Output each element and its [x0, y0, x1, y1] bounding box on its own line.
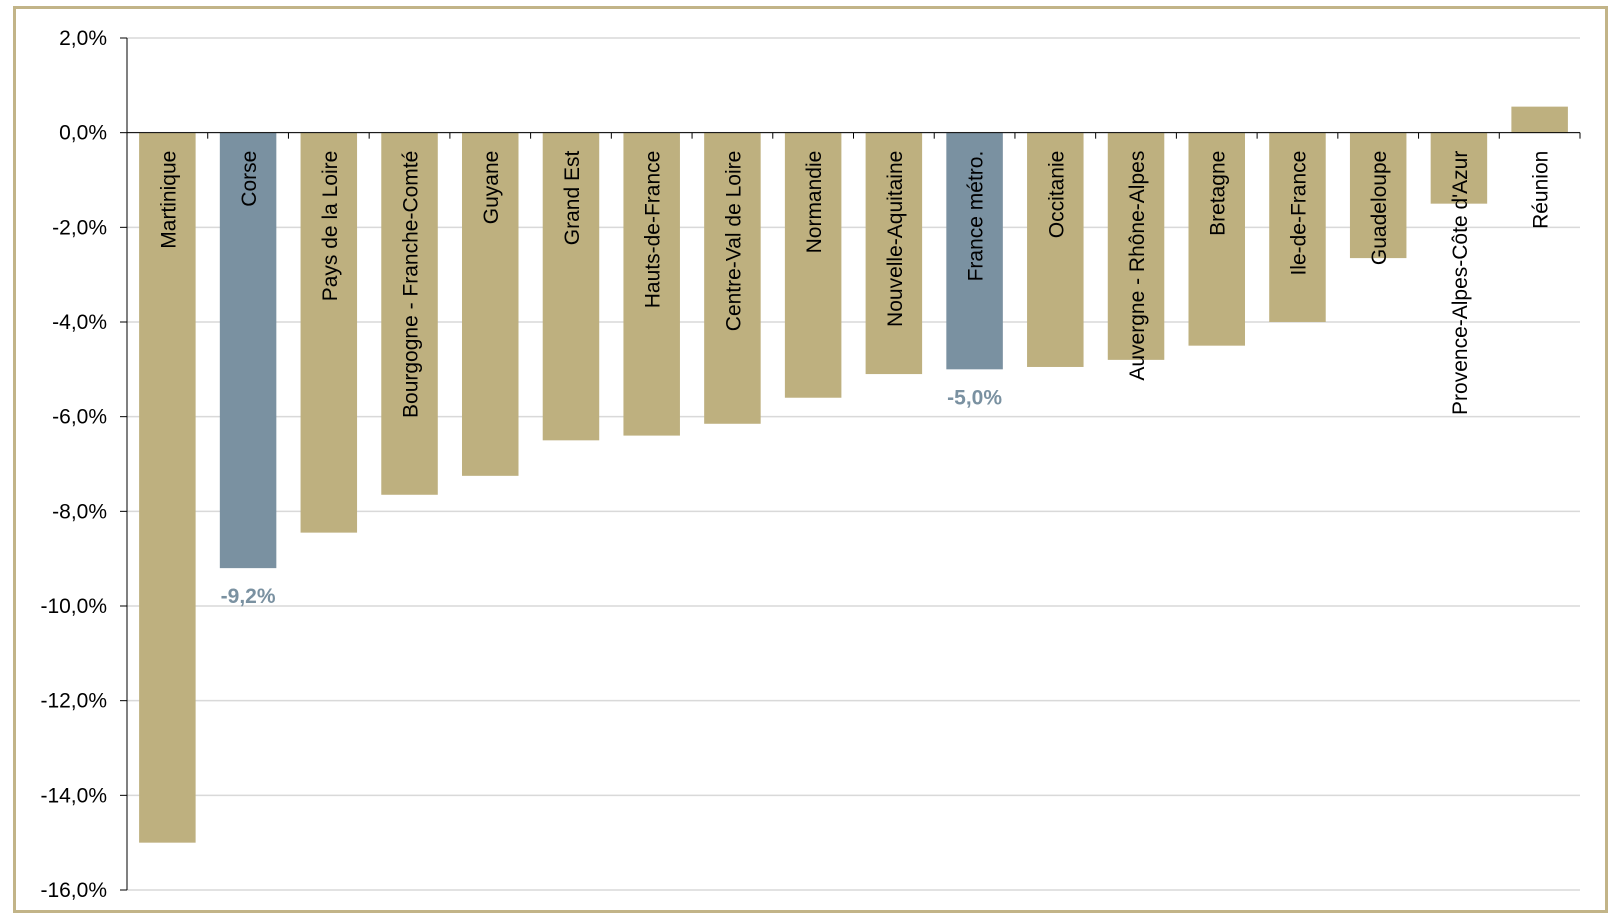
bar	[1511, 106, 1568, 133]
bar	[139, 132, 196, 843]
category-label: Grand Est	[561, 151, 584, 246]
y-tick-label: -16,0%	[40, 879, 107, 902]
category-label: Martinique	[157, 151, 180, 249]
category-label: France métro.	[965, 151, 988, 282]
category-label: Bretagne	[1207, 151, 1230, 236]
bar	[1349, 132, 1407, 259]
bar	[623, 132, 680, 436]
category-label: Hauts-de-France	[642, 151, 665, 309]
bar	[381, 132, 438, 495]
category-label: Normandie	[803, 151, 826, 254]
bar	[1269, 132, 1326, 322]
bar	[865, 132, 923, 375]
category-label: Guyane	[480, 151, 503, 225]
y-tick-label: -14,0%	[40, 784, 107, 807]
category-label: Corse	[238, 151, 261, 207]
y-tick-label: -8,0%	[52, 500, 107, 523]
category-label: Auvergne - Rhône-Alpes	[1126, 151, 1149, 381]
y-tick-label: 0,0%	[59, 122, 107, 145]
y-tick-label: -10,0%	[40, 595, 107, 618]
bar	[219, 132, 277, 569]
y-tick-label: -4,0%	[52, 311, 107, 334]
y-tick-label: -2,0%	[52, 216, 107, 239]
y-tick-label: 2,0%	[59, 27, 107, 50]
category-label: Pays de la Loire	[319, 151, 342, 302]
category-label: Réunion	[1530, 151, 1553, 229]
y-tick-label: -12,0%	[40, 690, 107, 713]
y-tick-label: -6,0%	[52, 406, 107, 429]
bar	[461, 132, 519, 476]
category-label: Guadeloupe	[1368, 151, 1391, 265]
category-label: Centre-Val de Loire	[722, 151, 745, 332]
bar	[784, 132, 842, 398]
bar	[1027, 132, 1084, 367]
bar	[1107, 132, 1165, 360]
category-label: Occitanie	[1045, 151, 1068, 239]
bar	[300, 132, 358, 533]
data-label: -9,2%	[221, 585, 276, 608]
category-label: Nouvelle-Aquitaine	[884, 151, 907, 327]
category-label: Provence-Alpes-Côte d'Azur	[1449, 151, 1472, 415]
category-label: Ile-de-France	[1287, 151, 1310, 276]
data-label: -5,0%	[947, 386, 1002, 409]
bar	[1430, 132, 1488, 204]
category-label: Bourgogne - Franche-Comté	[400, 151, 423, 418]
bar	[542, 132, 600, 441]
bar	[1188, 132, 1246, 346]
bar	[946, 132, 1003, 370]
bar	[704, 132, 761, 424]
